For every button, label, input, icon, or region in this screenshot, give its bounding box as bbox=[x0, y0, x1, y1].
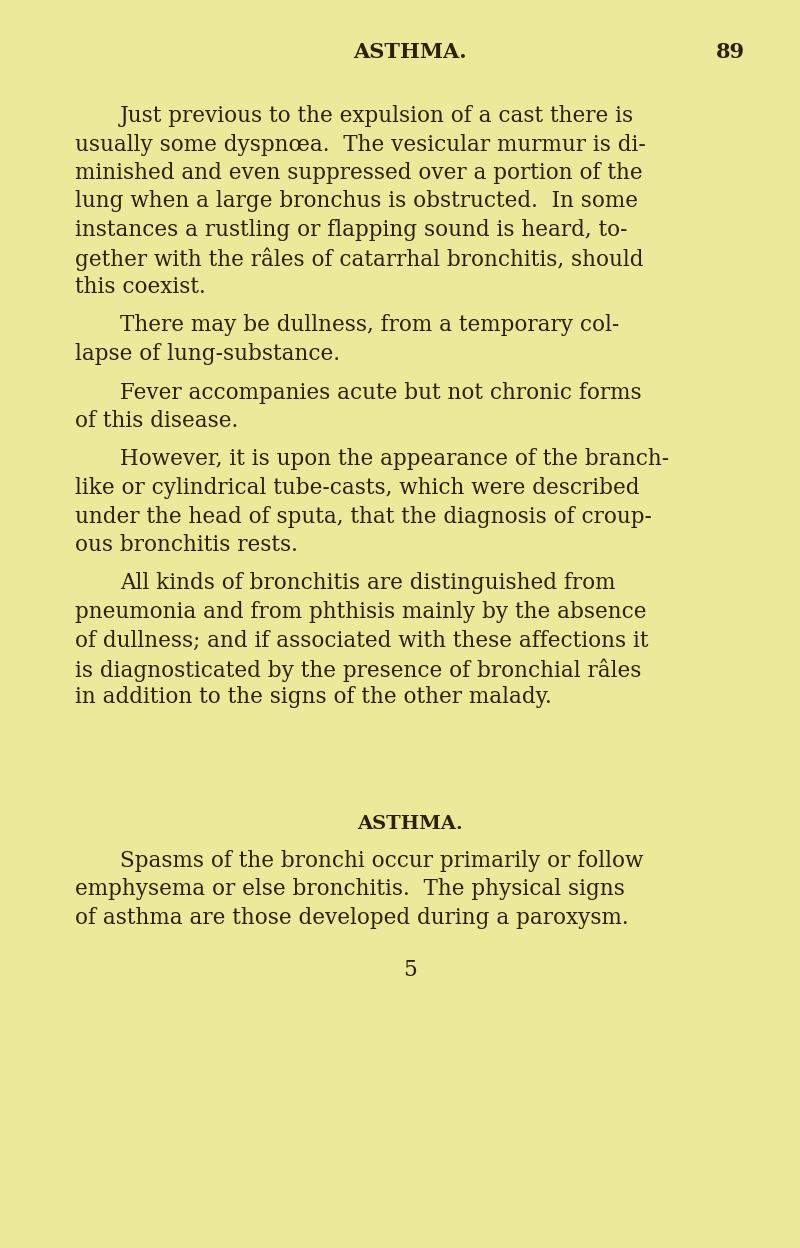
Text: gether with the râles of catarrhal bronchitis, should: gether with the râles of catarrhal bronc… bbox=[75, 247, 643, 271]
Text: in addition to the signs of the other malady.: in addition to the signs of the other ma… bbox=[75, 686, 552, 709]
Text: this coexist.: this coexist. bbox=[75, 276, 206, 298]
Text: usually some dyspnœa.  The vesicular murmur is di-: usually some dyspnœa. The vesicular murm… bbox=[75, 134, 646, 156]
Text: under the head of sputa, that the diagnosis of croup-: under the head of sputa, that the diagno… bbox=[75, 505, 652, 528]
Text: of this disease.: of this disease. bbox=[75, 411, 238, 432]
Text: like or cylindrical tube-casts, which were described: like or cylindrical tube-casts, which we… bbox=[75, 477, 639, 499]
Text: lung when a large bronchus is obstructed.  In some: lung when a large bronchus is obstructed… bbox=[75, 191, 638, 212]
Text: ASTHMA.: ASTHMA. bbox=[353, 42, 467, 62]
Text: There may be dullness, from a temporary col-: There may be dullness, from a temporary … bbox=[120, 314, 619, 337]
Text: lapse of lung-substance.: lapse of lung-substance. bbox=[75, 343, 340, 364]
Text: of asthma are those developed during a paroxysm.: of asthma are those developed during a p… bbox=[75, 907, 629, 929]
Text: ASTHMA.: ASTHMA. bbox=[357, 815, 463, 832]
Text: ous bronchitis rests.: ous bronchitis rests. bbox=[75, 534, 298, 557]
Text: instances a rustling or flapping sound is heard, to-: instances a rustling or flapping sound i… bbox=[75, 218, 627, 241]
Text: Just previous to the expulsion of a cast there is: Just previous to the expulsion of a cast… bbox=[120, 105, 634, 127]
Text: 5: 5 bbox=[403, 960, 417, 981]
Text: pneumonia and from phthisis mainly by the absence: pneumonia and from phthisis mainly by th… bbox=[75, 602, 646, 623]
Text: is diagnosticated by the presence of bronchial râles: is diagnosticated by the presence of bro… bbox=[75, 658, 642, 681]
Text: emphysema or else bronchitis.  The physical signs: emphysema or else bronchitis. The physic… bbox=[75, 879, 625, 901]
Text: Spasms of the bronchi occur primarily or follow: Spasms of the bronchi occur primarily or… bbox=[120, 850, 643, 872]
Text: All kinds of bronchitis are distinguished from: All kinds of bronchitis are distinguishe… bbox=[120, 573, 615, 594]
Text: minished and even suppressed over a portion of the: minished and even suppressed over a port… bbox=[75, 162, 642, 183]
Text: 89: 89 bbox=[716, 42, 745, 62]
Text: of dullness; and if associated with these affections it: of dullness; and if associated with thes… bbox=[75, 629, 649, 651]
Text: However, it is upon the appearance of the branch-: However, it is upon the appearance of th… bbox=[120, 448, 669, 470]
Text: Fever accompanies acute but not chronic forms: Fever accompanies acute but not chronic … bbox=[120, 382, 642, 403]
